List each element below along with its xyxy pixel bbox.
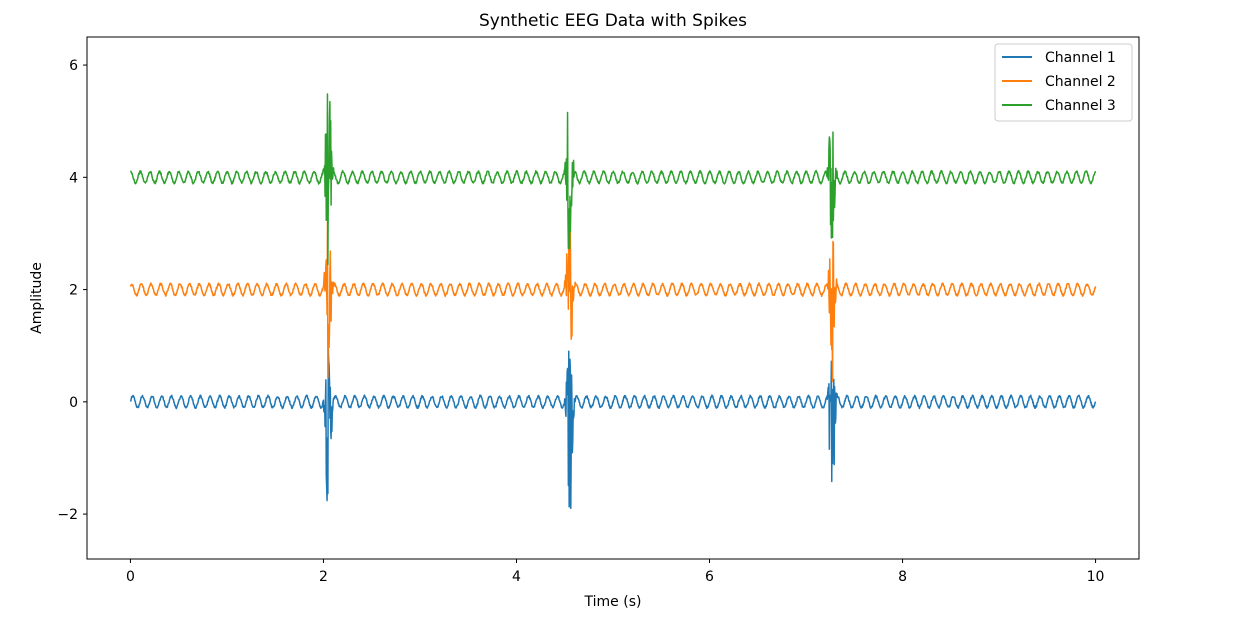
series-line-3	[129, 93, 1097, 266]
legend-box	[994, 43, 1133, 122]
legend-label-3: Channel 3	[1045, 98, 1116, 114]
y-axis-ticks: −2 0 2 4 6	[57, 58, 87, 523]
y-tick-label: 0	[69, 395, 78, 411]
legend: Channel 1 Channel 2 Channel 3	[994, 43, 1133, 122]
y-tick-label: 4	[69, 170, 78, 186]
plot-lines	[129, 93, 1097, 510]
series-line-2	[129, 221, 1097, 383]
y-axis-title: Amplitude	[29, 262, 45, 334]
plot-frame	[86, 36, 1140, 560]
series-line-1	[129, 347, 1097, 510]
x-tick-label: 6	[705, 569, 714, 585]
x-axis-ticks: 0 2 4 6 8 10	[126, 559, 1105, 585]
x-axis-title: Time (s)	[584, 594, 642, 610]
legend-label-2: Channel 2	[1045, 74, 1116, 90]
y-tick-label: 2	[69, 283, 78, 299]
legend-label-1: Channel 1	[1045, 50, 1116, 66]
chart-title: Synthetic EEG Data with Spikes	[479, 11, 747, 31]
x-tick-label: 8	[898, 569, 907, 585]
y-tick-label: 6	[69, 58, 78, 74]
x-tick-label: 0	[126, 569, 135, 585]
x-tick-label: 2	[319, 569, 328, 585]
y-tick-label: −2	[57, 507, 78, 523]
x-tick-label: 4	[512, 569, 521, 585]
x-tick-label: 10	[1087, 569, 1105, 585]
